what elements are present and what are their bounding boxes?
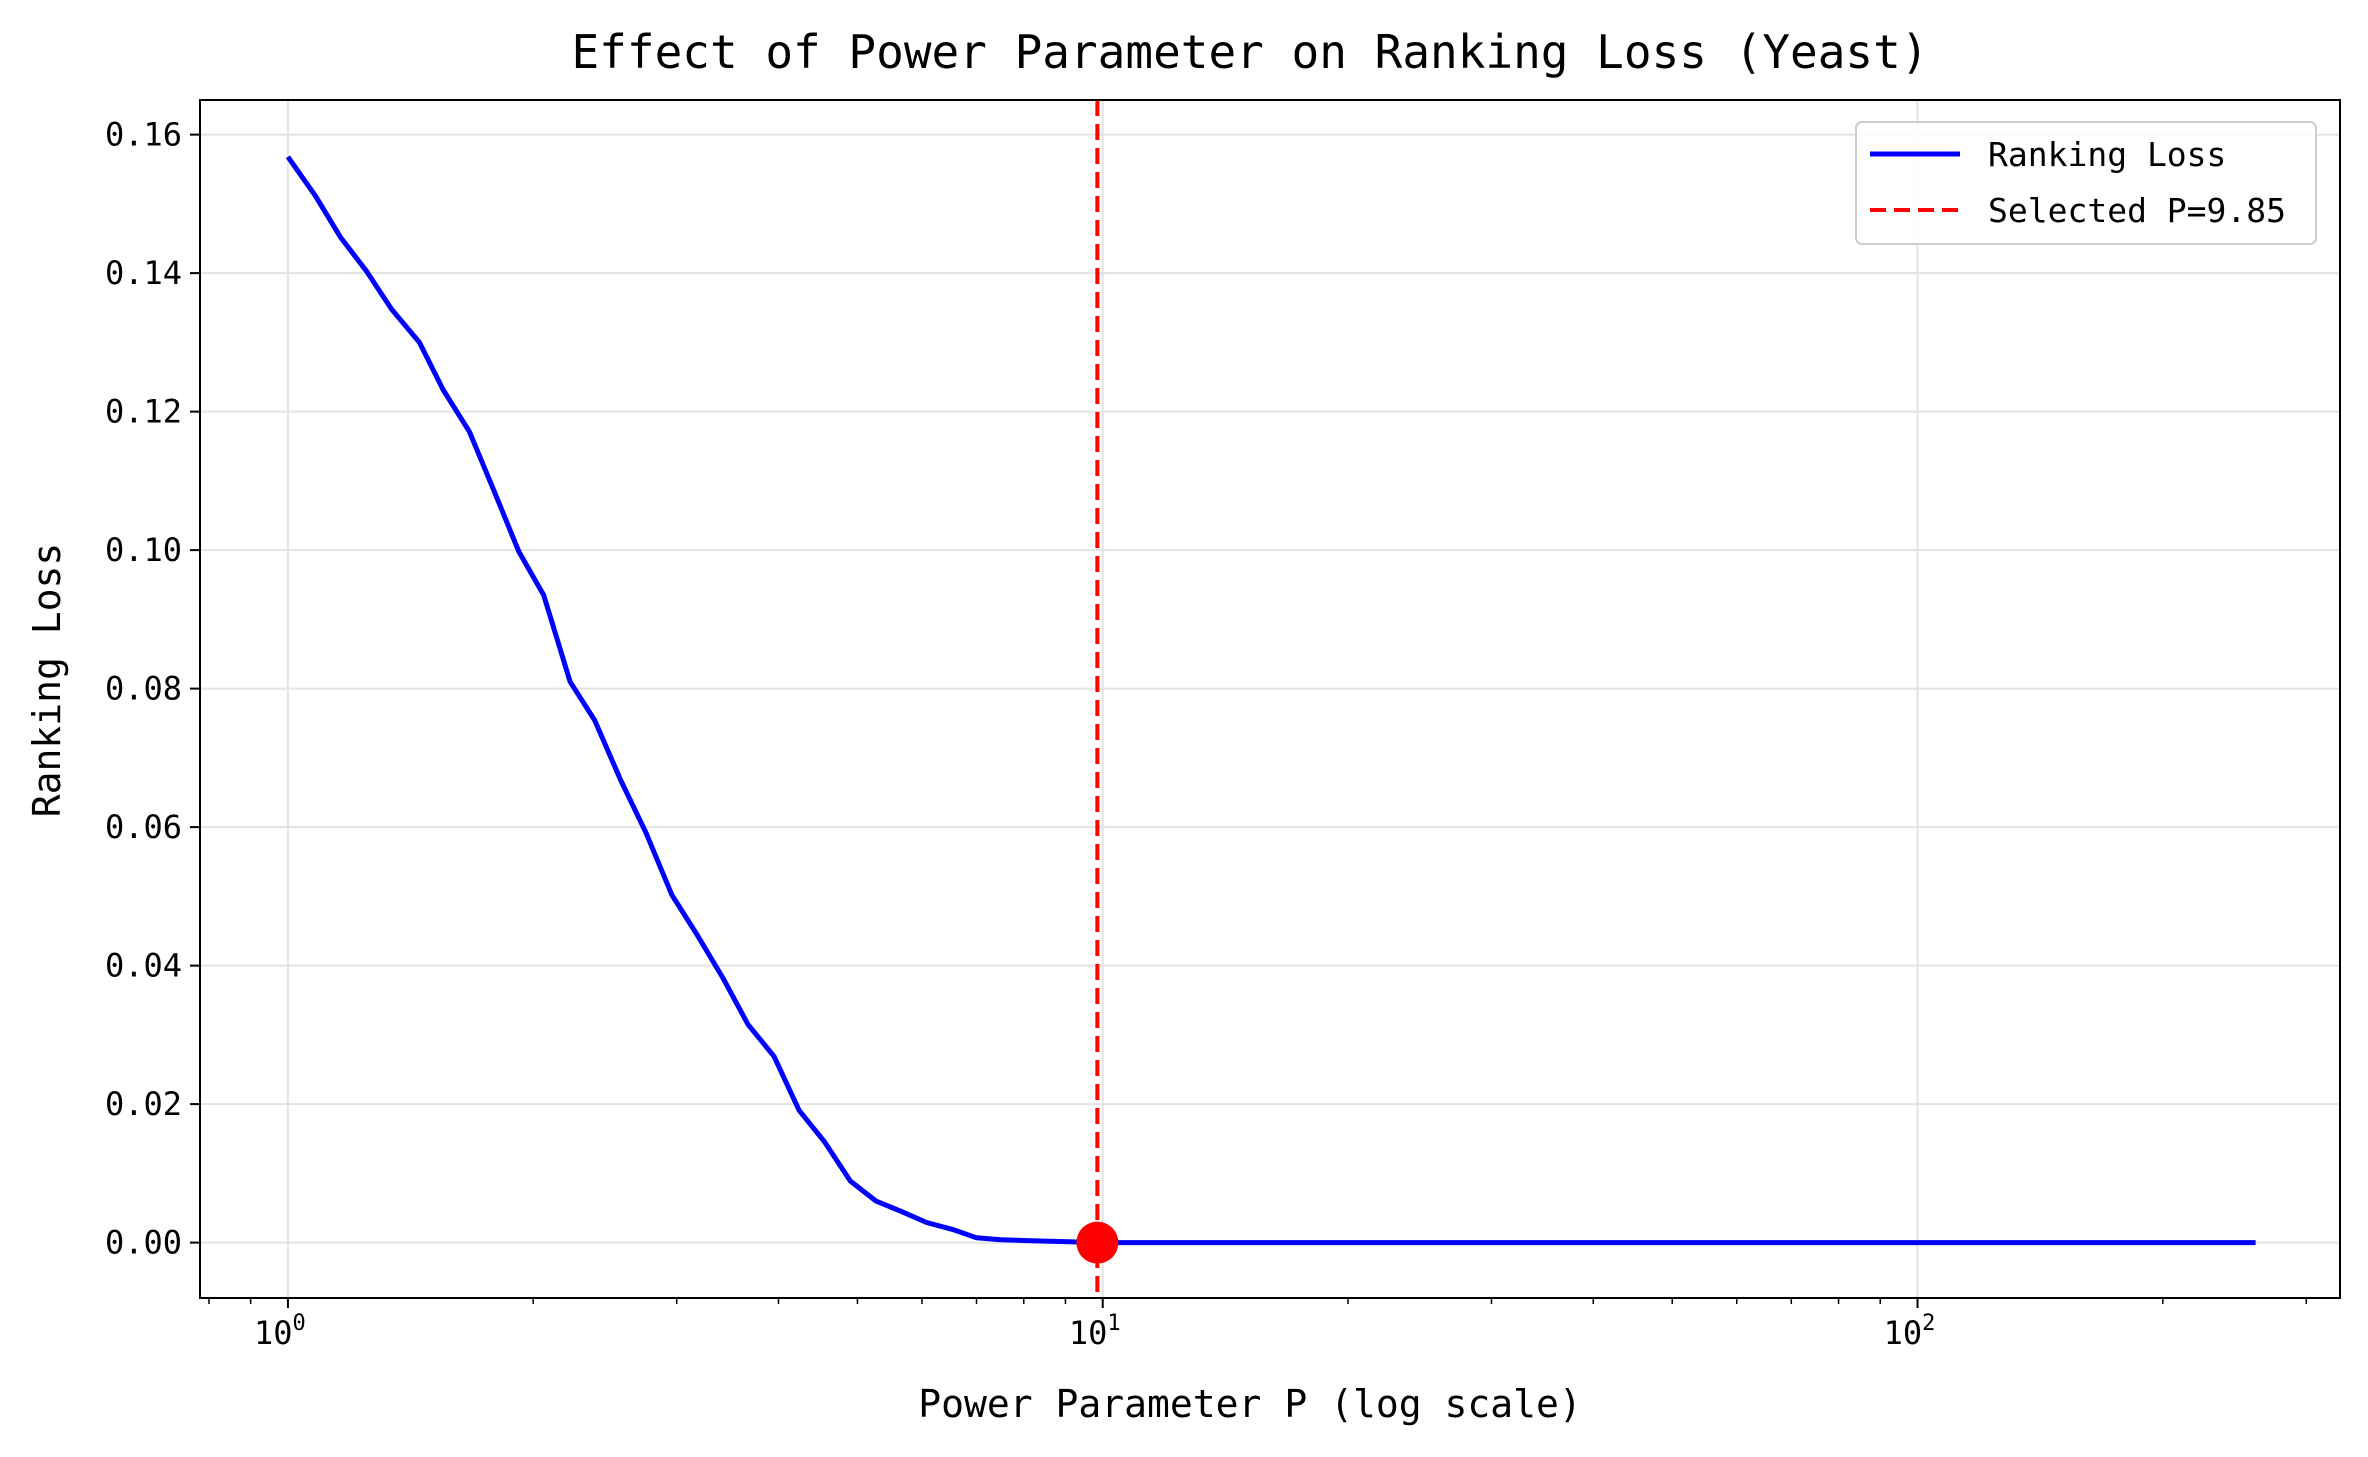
x-tick-exponent: 2 bbox=[1922, 1311, 1935, 1336]
y-tick-label: 0.06 bbox=[105, 808, 182, 846]
x-axis-label: Power Parameter P (log scale) bbox=[918, 1382, 1581, 1426]
plot-frame bbox=[199, 99, 2341, 1299]
y-tick-label: 0.02 bbox=[105, 1085, 182, 1123]
legend-box bbox=[1855, 121, 2317, 245]
y-tick-label: 0.14 bbox=[105, 254, 182, 292]
grid bbox=[200, 100, 2340, 1298]
y-tick-label: 0.08 bbox=[105, 670, 182, 708]
legend-label-ranking-loss: Ranking Loss bbox=[1988, 135, 2226, 174]
y-tick-label: 0.10 bbox=[105, 531, 182, 569]
y-tick-label: 0.00 bbox=[105, 1224, 182, 1262]
legend: Ranking Loss Selected P=9.85 bbox=[1855, 121, 2317, 245]
y-tick-label: 0.04 bbox=[105, 947, 182, 985]
x-tick-exponent: 0 bbox=[293, 1311, 306, 1336]
y-tick-label: 0.12 bbox=[105, 393, 182, 431]
y-axis-label: Ranking Loss bbox=[25, 543, 69, 818]
legend-label-selected-p: Selected P=9.85 bbox=[1988, 191, 2286, 230]
y-tick-label: 0.16 bbox=[105, 116, 182, 154]
chart-title: Effect of Power Parameter on Ranking Los… bbox=[571, 25, 1928, 79]
selected-p-marker bbox=[1076, 1221, 1119, 1264]
x-tick-exponent: 1 bbox=[1107, 1311, 1120, 1336]
plot-area bbox=[285, 100, 2256, 1298]
